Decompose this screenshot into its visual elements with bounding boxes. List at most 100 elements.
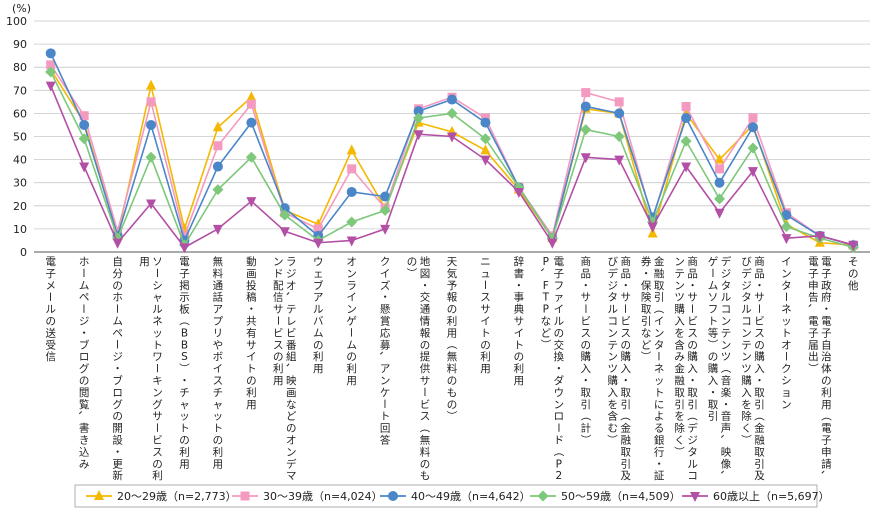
category-label-char: 楽 xyxy=(721,386,732,399)
category-label-char: 投 xyxy=(246,279,257,292)
category-label-char: ト xyxy=(708,316,719,328)
category-label-char: 料 xyxy=(447,362,458,375)
category-label-char: 提 xyxy=(420,351,431,363)
category-label-char: を xyxy=(741,399,752,411)
category-label-char: 等 xyxy=(708,326,719,339)
category-label-char: 通 xyxy=(213,280,224,292)
category-label-char: 、 xyxy=(378,351,390,362)
category-label-char: び xyxy=(741,256,752,268)
category-label-char: 無 xyxy=(213,255,224,268)
category-label-char: ー xyxy=(151,422,163,433)
category-label-char: ブ xyxy=(313,279,324,292)
data-point xyxy=(480,117,491,128)
category-label-char: ト xyxy=(514,339,525,351)
category-label-char: の xyxy=(213,435,224,447)
data-point xyxy=(379,204,391,216)
category-label-char: 入 xyxy=(581,363,592,375)
category-label-char: ン xyxy=(654,327,665,339)
data-point xyxy=(614,108,625,119)
legend-label: 50～59歳（n=4,509） xyxy=(561,490,681,503)
category-label-char: オ xyxy=(781,339,792,351)
data-point xyxy=(346,144,357,155)
category-label-char: ル xyxy=(721,292,732,304)
category-label-char: （ xyxy=(686,410,698,421)
category-label-char: ー xyxy=(111,303,123,314)
category-label-char: 除 xyxy=(674,422,685,435)
category-label-char: 話 xyxy=(213,291,224,304)
data-point xyxy=(212,121,223,132)
category-label-char: 引 xyxy=(620,398,631,411)
data-point xyxy=(146,119,157,130)
category-label-char: 利 xyxy=(514,363,525,375)
data-point xyxy=(747,167,758,178)
data-point xyxy=(681,101,691,111)
category-label-char: ュ xyxy=(480,268,491,280)
category-label-char: ・ xyxy=(708,387,719,399)
category-label-char: の xyxy=(152,458,163,470)
category-label-char: 入 xyxy=(708,375,719,387)
category-label-char: テ xyxy=(674,268,685,280)
category-label-char: ン xyxy=(152,387,163,399)
category-label-char: 覧 xyxy=(79,398,90,411)
category-label-char: ョ xyxy=(781,387,792,399)
data-point xyxy=(380,224,391,235)
category-label-char: ー xyxy=(151,363,163,374)
category-label-char: ャ xyxy=(179,399,190,411)
category-label-char: 新 xyxy=(112,469,123,482)
y-tick-label: 40 xyxy=(13,154,27,167)
series-5 xyxy=(45,81,859,254)
category-label-char: 含 xyxy=(607,410,618,423)
category-label-char: ク xyxy=(781,363,792,375)
category-label-char: テ xyxy=(721,327,732,339)
category-label-char: ・ xyxy=(380,292,391,304)
category-label-char: く xyxy=(741,423,752,435)
category-label-char: 子 xyxy=(821,268,832,280)
category-label-char: ジ xyxy=(741,280,752,292)
data-point xyxy=(46,60,56,70)
category-label-char: ス xyxy=(152,446,163,458)
category-label-char: 板 xyxy=(179,303,190,316)
category-label-char: ト xyxy=(781,327,792,339)
category-label-char: リ xyxy=(213,327,224,339)
data-point xyxy=(79,119,90,130)
category-label-char: ー xyxy=(345,327,357,338)
data-point xyxy=(848,241,859,252)
category-label-char: ロ xyxy=(554,411,565,423)
category-label-char: 取 xyxy=(620,387,631,399)
legend-label: 60歳以上（n=5,697） xyxy=(713,490,830,503)
category-label-char: ホ xyxy=(79,256,90,268)
category-label-char: ツ xyxy=(674,292,685,304)
category-label-char: る xyxy=(654,423,665,435)
category-label-char: 典 xyxy=(514,303,525,316)
category-label-char: レ xyxy=(286,316,297,328)
category-label-char: 品 xyxy=(754,268,765,280)
legend-item: 40～49歳（n=4,642） xyxy=(380,490,531,503)
category-label-char: 用 xyxy=(273,375,284,387)
category-label-char: 及 xyxy=(754,470,765,482)
data-point xyxy=(246,91,257,102)
series-1 xyxy=(45,63,859,250)
data-point xyxy=(747,122,758,133)
y-tick-label: 50 xyxy=(13,131,27,144)
category-label-char: （ xyxy=(652,303,664,314)
category-label-char: 稿 xyxy=(246,291,257,304)
category-label-char: 利 xyxy=(821,387,832,399)
data-point xyxy=(681,162,692,173)
category-label-char: 政 xyxy=(821,279,832,292)
category-label-char: ） xyxy=(806,363,818,374)
category-label-char: タ xyxy=(781,280,792,292)
y-tick-label: 70 xyxy=(13,84,27,97)
category-label-char: ラ xyxy=(286,256,297,268)
category-label-char: 更 xyxy=(112,458,123,470)
category-label-char: 保 xyxy=(641,279,652,292)
category-label-char: （ xyxy=(719,363,731,374)
category-label-char: P xyxy=(543,304,549,316)
category-label-char: ネ xyxy=(152,316,163,328)
category-label-char: ・ xyxy=(554,363,565,375)
category-label-char: ン xyxy=(741,351,752,363)
category-label-char: バ xyxy=(313,316,324,328)
category-label-char: ・ xyxy=(112,363,123,375)
category-label-char: の xyxy=(313,339,324,351)
